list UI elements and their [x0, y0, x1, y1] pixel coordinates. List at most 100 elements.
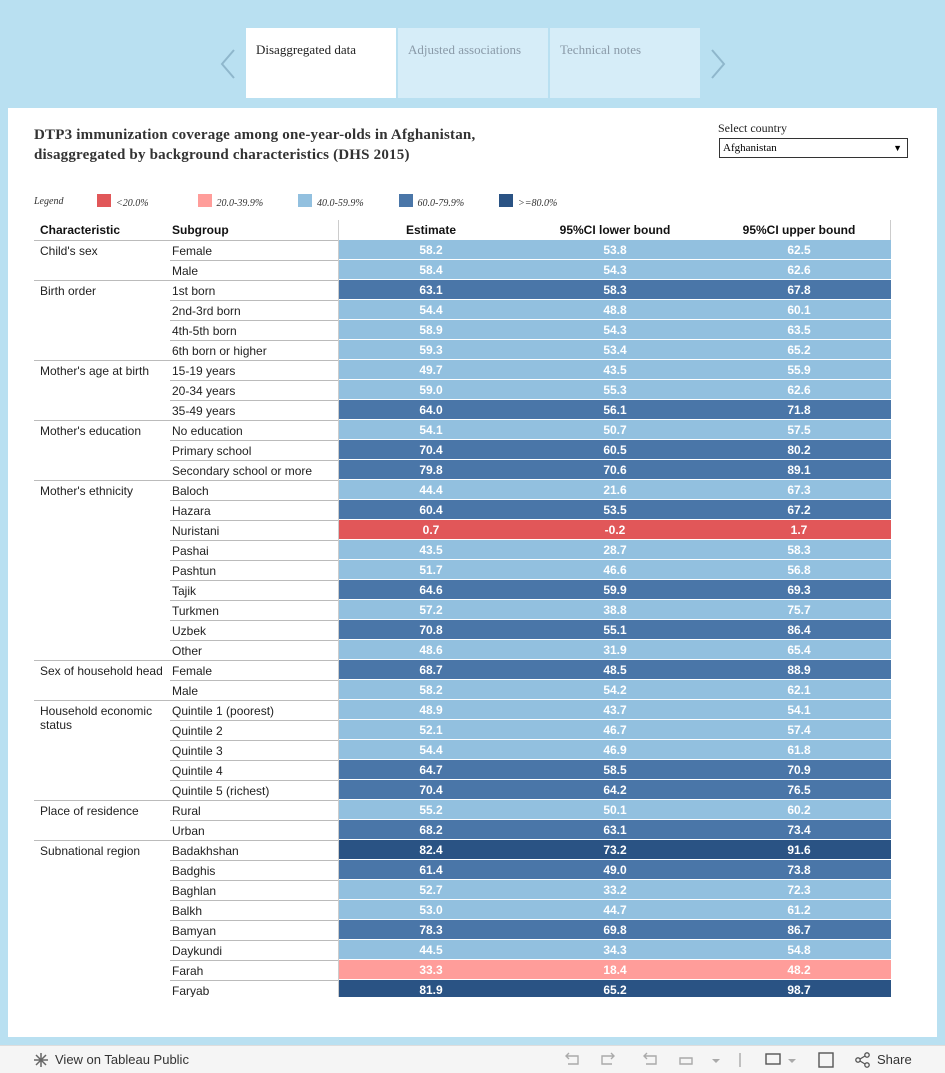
- value-cell: 64.6: [419, 583, 443, 597]
- value-cell: 69.3: [787, 583, 811, 597]
- tab[interactable]: Disaggregated data: [246, 28, 396, 98]
- group-rule: [34, 840, 338, 841]
- value-cell: 60.4: [419, 503, 443, 517]
- row-rule: [170, 260, 338, 261]
- subgroup: Daykundi: [172, 944, 223, 958]
- value-cell: 44.4: [419, 483, 443, 497]
- subgroup: Primary school: [172, 444, 252, 458]
- subgroup: Pashtun: [172, 564, 217, 578]
- panel: DTP3 immunization coverage among one-yea…: [8, 108, 937, 1037]
- value-cell: 63.1: [603, 823, 627, 837]
- value-cell: 65.2: [787, 343, 811, 357]
- legend-label: <20.0%: [116, 198, 149, 209]
- row-color: [339, 560, 891, 580]
- value-cell: 54.4: [419, 743, 443, 757]
- value-cell: 21.6: [603, 483, 627, 497]
- value-cell: 56.1: [603, 403, 627, 417]
- value-cell: 52.1: [419, 723, 443, 737]
- subgroup: Male: [172, 264, 199, 278]
- subgroup: Quintile 2: [172, 724, 223, 738]
- prev-arrow[interactable]: [218, 48, 240, 80]
- tab[interactable]: Adjusted associations: [398, 28, 548, 98]
- value-cell: 62.6: [787, 263, 811, 277]
- value-cell: 73.4: [787, 823, 811, 837]
- subgroup: Badghis: [172, 864, 216, 878]
- value-cell: 50.1: [603, 803, 627, 817]
- group-rule: [34, 660, 338, 661]
- row-color: [339, 820, 891, 840]
- row-rule: [170, 960, 338, 961]
- value-cell: 64.7: [419, 763, 443, 777]
- subgroup: 15-19 years: [172, 364, 236, 378]
- value-cell: 58.2: [419, 243, 443, 257]
- row-rule: [170, 540, 338, 541]
- row-rule: [170, 900, 338, 901]
- row-color: [339, 280, 891, 300]
- row-color: [339, 660, 891, 680]
- value-cell: 54.3: [603, 263, 627, 277]
- row-rule: [170, 940, 338, 941]
- value-cell: 67.3: [787, 483, 811, 497]
- characteristic: Place of residence: [40, 804, 139, 818]
- row-rule: [170, 920, 338, 921]
- value-cell: 65.4: [787, 643, 811, 657]
- subgroup: 4th-5th born: [172, 324, 237, 338]
- legend-swatch: [197, 194, 212, 207]
- toolbar: View on Tableau Public Share: [0, 1045, 945, 1073]
- value-cell: 91.6: [787, 843, 811, 857]
- share-button[interactable]: Share: [877, 1052, 912, 1067]
- value-cell: 67.2: [787, 503, 811, 517]
- tableau-icon: [34, 1053, 48, 1067]
- group-rule: [34, 240, 338, 241]
- tab[interactable]: Technical notes: [550, 28, 700, 98]
- subgroup: Baloch: [172, 484, 209, 498]
- characteristic: Birth order: [40, 284, 97, 298]
- subgroup: No education: [172, 424, 243, 438]
- value-cell: 59.9: [603, 583, 627, 597]
- value-cell: 51.7: [419, 563, 443, 577]
- characteristic: Child's sex: [40, 244, 98, 258]
- value-cell: 43.5: [419, 543, 443, 557]
- value-cell: 54.4: [419, 303, 443, 317]
- row-color: [339, 260, 891, 280]
- subgroup: Quintile 4: [172, 764, 223, 778]
- row-color: [339, 320, 891, 340]
- value-cell: 58.2: [419, 683, 443, 697]
- row-rule: [170, 740, 338, 741]
- row-color: [339, 920, 891, 940]
- legend-swatch: [398, 194, 413, 207]
- group-rule: [34, 700, 338, 701]
- row-color: [339, 520, 891, 540]
- view-link[interactable]: View on Tableau Public: [55, 1052, 189, 1067]
- row-rule: [170, 460, 338, 461]
- subgroup: Pashai: [172, 544, 209, 558]
- value-cell: 63.1: [419, 283, 443, 297]
- country-dropdown[interactable]: Afghanistan ▼: [719, 138, 908, 158]
- row-color: [339, 380, 891, 400]
- row-color: [339, 620, 891, 640]
- value-cell: 70.4: [419, 783, 443, 797]
- value-cell: 54.1: [419, 423, 443, 437]
- title: DTP3 immunization coverage among one-yea…: [34, 125, 475, 165]
- column-header: Characteristic: [40, 223, 121, 237]
- value-cell: 76.5: [787, 783, 811, 797]
- value-cell: 79.8: [419, 463, 443, 477]
- group-rule: [34, 280, 338, 281]
- row-color: [339, 700, 891, 720]
- value-cell: 68.2: [419, 823, 443, 837]
- value-cell: 58.3: [787, 543, 811, 557]
- value-cell: 28.7: [603, 543, 627, 557]
- row-rule: [170, 640, 338, 641]
- legend-title: Legend: [34, 196, 64, 207]
- row-color: [339, 940, 891, 960]
- row-color: [339, 240, 891, 260]
- row-rule: [170, 300, 338, 301]
- characteristic: Household economic status: [40, 704, 153, 732]
- row-rule: [170, 820, 338, 821]
- select-label: Select country: [718, 121, 787, 135]
- next-arrow[interactable]: [706, 48, 728, 80]
- title-line: DTP3 immunization coverage among one-yea…: [34, 127, 476, 143]
- value-cell: 54.2: [603, 683, 627, 697]
- column-header: 95%CI upper bound: [742, 223, 856, 237]
